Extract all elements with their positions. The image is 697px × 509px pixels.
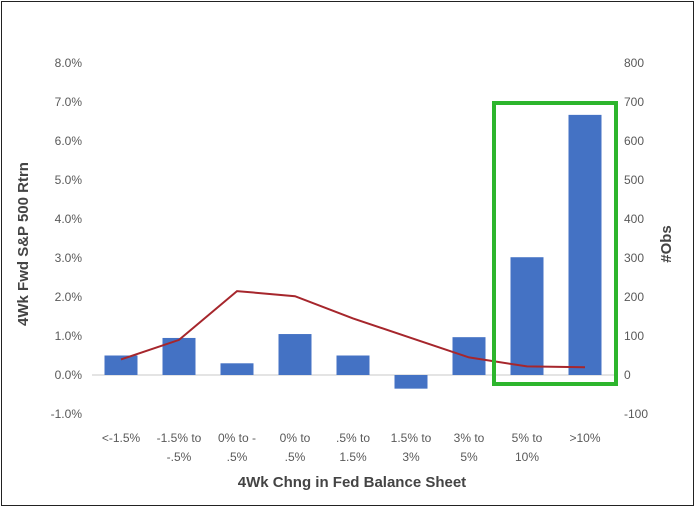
y-tick-label: 0.0% [55, 368, 83, 382]
x-tick-label: 5% [460, 450, 478, 464]
bar [452, 337, 486, 375]
bar [568, 114, 602, 376]
x-tick-label: >10% [569, 431, 600, 445]
y2-tick-label: 500 [624, 173, 644, 187]
x-tick-label: -1.5% to [157, 431, 202, 445]
y-tick-label: 1.0% [55, 329, 83, 343]
y-tick-label: 7.0% [55, 95, 83, 109]
x-tick-label: 1.5% [339, 450, 367, 464]
y2-tick-label: 800 [624, 56, 644, 70]
y2-axis-title: #Obs [658, 225, 675, 263]
x-tick-label: 0% to [280, 431, 311, 445]
y2-tick-label: 400 [624, 212, 644, 226]
x-axis-title: 4Wk Chng in Fed Balance Sheet [238, 474, 466, 491]
highlight-box [492, 101, 618, 386]
x-tick-label: .5% [285, 450, 306, 464]
x-tick-label: 0% to - [218, 431, 256, 445]
y-tick-label: 4.0% [55, 212, 83, 226]
bar [278, 334, 312, 375]
y2-tick-label: 100 [624, 329, 644, 343]
bar [394, 375, 428, 389]
x-tick-label: .5% to [336, 431, 370, 445]
bar [104, 355, 138, 375]
x-tick-label: -.5% [167, 450, 192, 464]
y-tick-label: 2.0% [55, 290, 83, 304]
bar [510, 257, 544, 375]
bar [336, 355, 370, 375]
x-tick-label: 1.5% to [391, 431, 432, 445]
y-tick-label: 6.0% [55, 134, 83, 148]
y2-tick-label: 600 [624, 134, 644, 148]
x-tick-label: 5% to [512, 431, 543, 445]
y-axis-title: 4Wk Fwd S&P 500 Rtrn [15, 162, 32, 326]
x-tick-label: 3% to [454, 431, 485, 445]
y2-tick-label: 0 [624, 368, 631, 382]
x-tick-label: 10% [515, 450, 539, 464]
x-tick-label: 3% [402, 450, 420, 464]
x-tick-label: .5% [227, 450, 248, 464]
y-tick-label: -1.0% [51, 407, 83, 421]
y2-tick-label: -100 [624, 407, 648, 421]
bar [220, 363, 254, 375]
y-tick-label: 5.0% [55, 173, 83, 187]
y2-tick-label: 300 [624, 251, 644, 265]
y-tick-label: 3.0% [55, 251, 83, 265]
x-tick-label: <-1.5% [102, 431, 141, 445]
y-tick-label: 8.0% [55, 56, 83, 70]
y2-tick-label: 700 [624, 95, 644, 109]
obs-count-line [120, 290, 586, 369]
y2-tick-label: 200 [624, 290, 644, 304]
